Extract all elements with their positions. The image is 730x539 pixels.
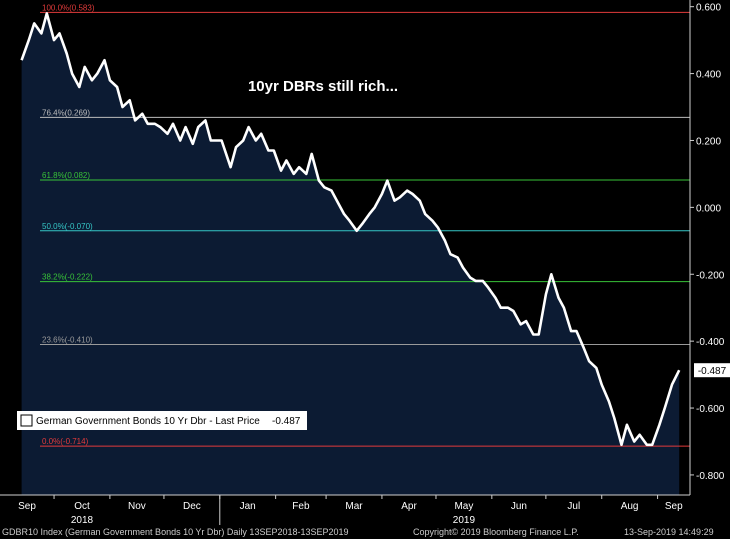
x-month-label: Oct <box>74 501 90 512</box>
footer-bar: GDBR10 Index (German Government Bonds 10… <box>0 526 730 539</box>
x-month-label: Jun <box>511 501 527 512</box>
fib-level-label-3: 50.0%(-0.070) <box>42 222 93 231</box>
price-area-layer <box>21 13 680 496</box>
fib-level-label-6: 0.0%(-0.714) <box>42 437 89 446</box>
x-month-label: Jul <box>567 501 580 512</box>
x-month-label: May <box>454 501 473 512</box>
x-month-label: Apr <box>401 501 417 512</box>
y-tick-label: -0.400 <box>696 337 725 348</box>
fib-level-label-4: 38.2%(-0.222) <box>42 273 93 282</box>
y-tick-label: -0.600 <box>696 404 725 415</box>
x-month-label: Nov <box>128 501 146 512</box>
y-tick-label: 0.200 <box>696 136 721 147</box>
legend: German Government Bonds 10 Yr Dbr - Last… <box>17 411 307 430</box>
chart-svg: 100.0%(0.583) 76.4%(0.269) 61.8%(0.082) 50.… <box>0 0 730 526</box>
legend-box <box>17 411 307 430</box>
footer-security-description: GDBR10 Index (German Government Bonds 10… <box>2 527 349 537</box>
x-month-label: Sep <box>18 501 36 512</box>
price-area-fill <box>21 13 680 496</box>
fib-level-label-0: 100.0%(0.583) <box>42 3 95 12</box>
fib-level-label-2: 61.8%(0.082) <box>42 171 90 180</box>
y-tick-label: -0.200 <box>696 270 725 281</box>
x-month-label: Sep <box>665 501 683 512</box>
legend-swatch <box>20 414 33 427</box>
fib-level-label-1: 76.4%(0.269) <box>42 108 90 117</box>
legend-entry-value: -0.487 <box>272 416 301 427</box>
x-month-label: Feb <box>292 501 310 512</box>
footer-timestamp: 13-Sep-2019 14:49:29 <box>624 527 714 537</box>
x-year-label: 2019 <box>453 515 476 526</box>
y-tick-label: 0.600 <box>696 3 721 14</box>
x-month-label: Dec <box>183 501 201 512</box>
x-year-label: 2018 <box>71 515 94 526</box>
fibonacci-levels: 100.0%(0.583) 76.4%(0.269) 61.8%(0.082) 50.… <box>40 3 690 447</box>
axes <box>0 0 691 496</box>
last-value-box <box>694 363 730 378</box>
chart-title: 10yr DBRs still rich... <box>248 78 398 95</box>
fib-level-label-5: 23.6%(-0.410) <box>42 335 93 344</box>
price-line-layer <box>20 12 681 447</box>
price-line <box>20 12 681 447</box>
x-axis-ticks: Sep Oct Nov Dec Jan Feb Mar Apr May Jun Jul Aug Sep 2… <box>18 495 683 526</box>
footer-copyright: Copyright© 2019 Bloomberg Finance L.P. <box>413 527 579 537</box>
y-tick-label: -0.800 <box>696 471 725 482</box>
x-month-label: Mar <box>345 501 363 512</box>
x-month-label: Jan <box>240 501 256 512</box>
x-month-label: Aug <box>621 501 639 512</box>
y-tick-label: 0.000 <box>696 203 721 214</box>
last-value-marker: -0.487 <box>694 363 730 378</box>
y-tick-label: 0.400 <box>696 70 721 81</box>
legend-entry-label: German Government Bonds 10 Yr Dbr - Last… <box>36 416 260 427</box>
last-value-label: -0.487 <box>698 366 727 377</box>
y-axis-ticks: 0.600 0.400 0.200 0.000 -0.200 -0.400 -0.600 -0… <box>690 3 725 482</box>
